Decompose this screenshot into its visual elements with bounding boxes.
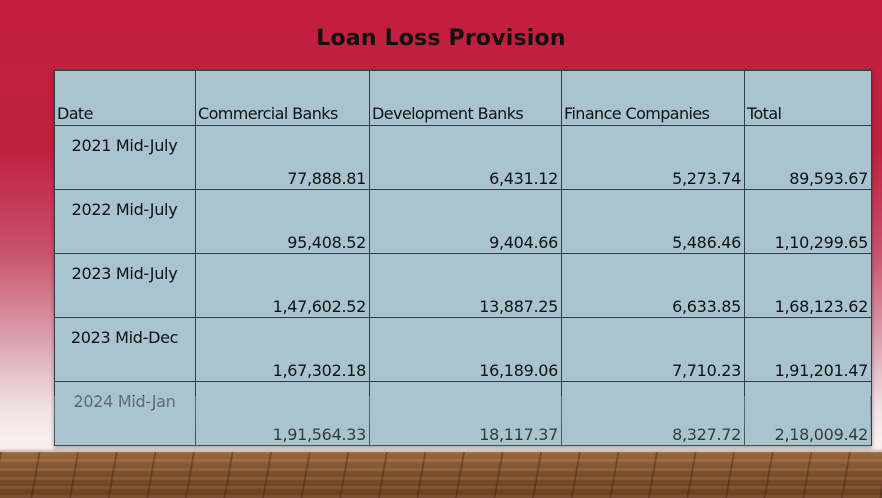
cell-total: 89,593.67 (744, 125, 872, 190)
floor-edge (0, 448, 882, 454)
loan-loss-table: Date Commercial Banks Development Banks … (54, 70, 872, 446)
reflection-line (744, 396, 745, 456)
cell-total: 1,10,299.65 (744, 189, 872, 254)
cell-date: 2022 Mid-July (54, 189, 196, 254)
reflection-line (561, 396, 562, 456)
reflection-line (870, 396, 871, 456)
cell-development-banks: 9,404.66 (369, 189, 562, 254)
reflection-line (54, 396, 55, 456)
table-row: 2021 Mid-July 77,888.81 6,431.12 5,273.7… (54, 125, 872, 190)
cell-development-banks: 13,887.25 (369, 253, 562, 318)
slide-title: Loan Loss Provision (316, 26, 566, 51)
table-reflection (54, 396, 871, 456)
loan-loss-table-container: Date Commercial Banks Development Banks … (54, 70, 872, 446)
cell-commercial-banks: 1,67,302.18 (195, 317, 370, 382)
reflection-line (195, 396, 196, 456)
cell-finance-companies: 7,710.23 (561, 317, 745, 382)
header-finance-companies: Finance Companies (561, 70, 745, 126)
cell-development-banks: 6,431.12 (369, 125, 562, 190)
table-header-row: Date Commercial Banks Development Banks … (54, 70, 872, 126)
table-row: 2023 Mid-July 1,47,602.52 13,887.25 6,63… (54, 253, 872, 318)
cell-commercial-banks: 77,888.81 (195, 125, 370, 190)
cell-commercial-banks: 1,47,602.52 (195, 253, 370, 318)
header-development-banks: Development Banks (369, 70, 562, 126)
cell-finance-companies: 6,633.85 (561, 253, 745, 318)
header-total: Total (744, 70, 872, 126)
reflection-line (369, 396, 370, 456)
cell-date: 2023 Mid-Dec (54, 317, 196, 382)
cell-commercial-banks: 95,408.52 (195, 189, 370, 254)
cell-date: 2023 Mid-July (54, 253, 196, 318)
cell-total: 1,68,123.62 (744, 253, 872, 318)
cell-finance-companies: 5,486.46 (561, 189, 745, 254)
table-row: 2022 Mid-July 95,408.52 9,404.66 5,486.4… (54, 189, 872, 254)
header-commercial-banks: Commercial Banks (195, 70, 370, 126)
wooden-floor (0, 452, 882, 498)
cell-total: 1,91,201.47 (744, 317, 872, 382)
table-row: 2023 Mid-Dec 1,67,302.18 16,189.06 7,710… (54, 317, 872, 382)
cell-finance-companies: 5,273.74 (561, 125, 745, 190)
header-date: Date (54, 70, 196, 126)
cell-development-banks: 16,189.06 (369, 317, 562, 382)
cell-date: 2021 Mid-July (54, 125, 196, 190)
